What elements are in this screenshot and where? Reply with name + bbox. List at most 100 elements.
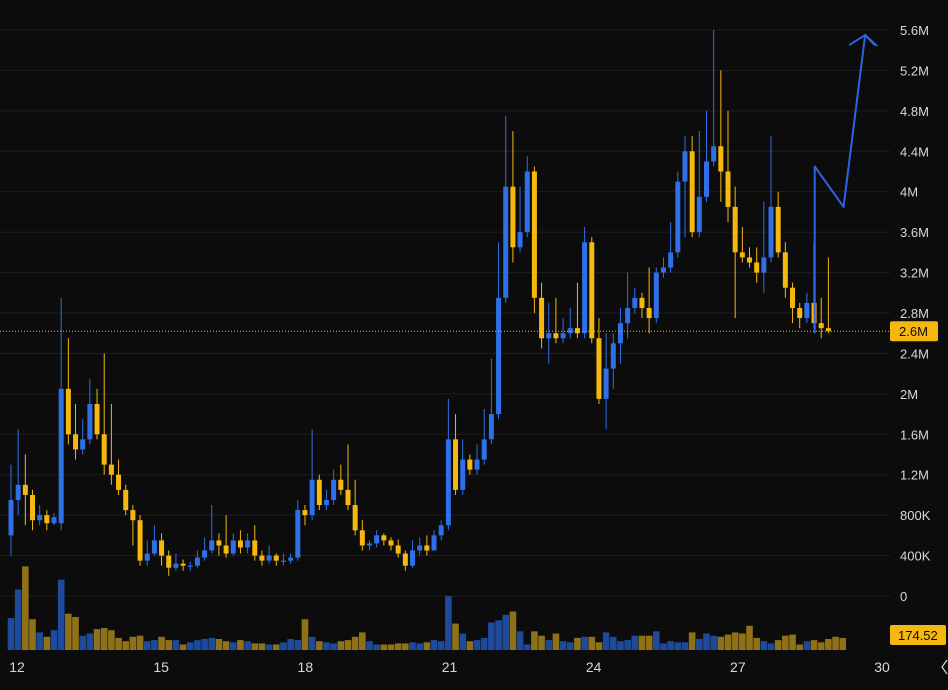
y-tick-label: 5.2M (900, 63, 929, 78)
candle (524, 156, 530, 238)
x-tick-label: 12 (9, 659, 25, 675)
candle (703, 110, 709, 202)
volume-badge (890, 625, 946, 645)
volume-bar (710, 635, 717, 650)
volume-bar (817, 642, 825, 650)
volume-bar (746, 625, 753, 650)
volume-bar (789, 634, 796, 650)
candle (474, 444, 480, 475)
volume-bar (301, 619, 309, 650)
candle (223, 515, 229, 558)
x-tick-label: 27 (730, 659, 746, 675)
volume-bar (394, 643, 402, 650)
candle (596, 318, 602, 404)
volume-bar (86, 633, 94, 650)
volume-bar (774, 640, 782, 650)
volume-bar (538, 635, 545, 650)
candle (266, 545, 272, 564)
candle (639, 292, 645, 319)
candle (725, 110, 731, 223)
volume-bar (445, 596, 452, 650)
candle (65, 338, 71, 445)
volume-bar (251, 643, 259, 650)
candle (567, 307, 573, 339)
candle (739, 227, 745, 263)
volume-bar (717, 636, 725, 650)
volume-bar (373, 644, 380, 650)
candle (625, 272, 631, 339)
candle (496, 242, 502, 420)
volume-bar (739, 633, 746, 650)
candle (410, 540, 416, 568)
candle (503, 115, 509, 303)
candle (331, 469, 337, 506)
volume-bar (93, 629, 101, 650)
y-axis[interactable]: 5.6M 5.2M 4.8M 4.4M 4M 3.6M 3.2M 2.8M 2.4M 2M 1.6M… (900, 23, 931, 604)
candle (252, 525, 258, 561)
candle (273, 553, 279, 566)
volume-bar (660, 643, 667, 650)
volume-bar (667, 641, 674, 650)
candle (546, 302, 552, 364)
x-tick-label: 18 (298, 659, 314, 675)
trend-drawing[interactable] (813, 33, 878, 334)
volume-bar (552, 633, 560, 650)
volume-bar (409, 642, 416, 650)
volume-bar (617, 641, 624, 650)
candle (202, 537, 208, 561)
candle (194, 550, 200, 568)
volume-bar (29, 619, 36, 650)
candle (51, 513, 57, 526)
candle (589, 237, 595, 344)
y-tick-label: 4.8M (900, 104, 929, 119)
volume-bar (72, 617, 79, 650)
candle (553, 297, 559, 344)
chevron-left-icon[interactable] (941, 659, 948, 675)
x-tick-label: 15 (153, 659, 169, 675)
candle (30, 489, 36, 531)
candle (402, 550, 408, 571)
volume-bar (516, 631, 524, 650)
volume-bar (782, 635, 789, 650)
candle (804, 292, 810, 324)
y-tick-label: 0 (900, 589, 907, 604)
volume-bar (237, 640, 244, 650)
candle (22, 454, 28, 526)
candle (467, 454, 473, 475)
candle (130, 505, 136, 546)
candle (73, 403, 79, 460)
x-tick-label: 30 (874, 659, 890, 675)
candle (209, 505, 215, 554)
candle (424, 535, 430, 556)
candle (316, 474, 322, 511)
y-tick-label: 4.4M (900, 144, 929, 159)
candle (309, 429, 315, 521)
candle (675, 171, 681, 258)
volume-bar (294, 640, 302, 650)
volume-bar (351, 636, 359, 650)
candle (259, 550, 265, 566)
volume-bar (366, 641, 373, 650)
volume-bar (645, 635, 653, 650)
candle (44, 510, 50, 531)
volume-bar (244, 641, 251, 650)
candle (754, 247, 760, 283)
volume-bar (531, 631, 538, 650)
volume-bar (323, 642, 330, 650)
candle (8, 464, 14, 556)
volume-bar (172, 640, 180, 650)
volume-bar (308, 636, 316, 650)
candles (8, 30, 831, 576)
x-axis[interactable]: 12 15 18 21 24 27 30 (9, 659, 890, 675)
volume-bar (143, 641, 151, 650)
candle (395, 539, 401, 558)
candle (87, 378, 93, 445)
candle (101, 353, 107, 475)
candle (137, 515, 143, 566)
volume-bar (316, 641, 323, 650)
candle (288, 553, 294, 564)
volume-bar (57, 579, 65, 650)
